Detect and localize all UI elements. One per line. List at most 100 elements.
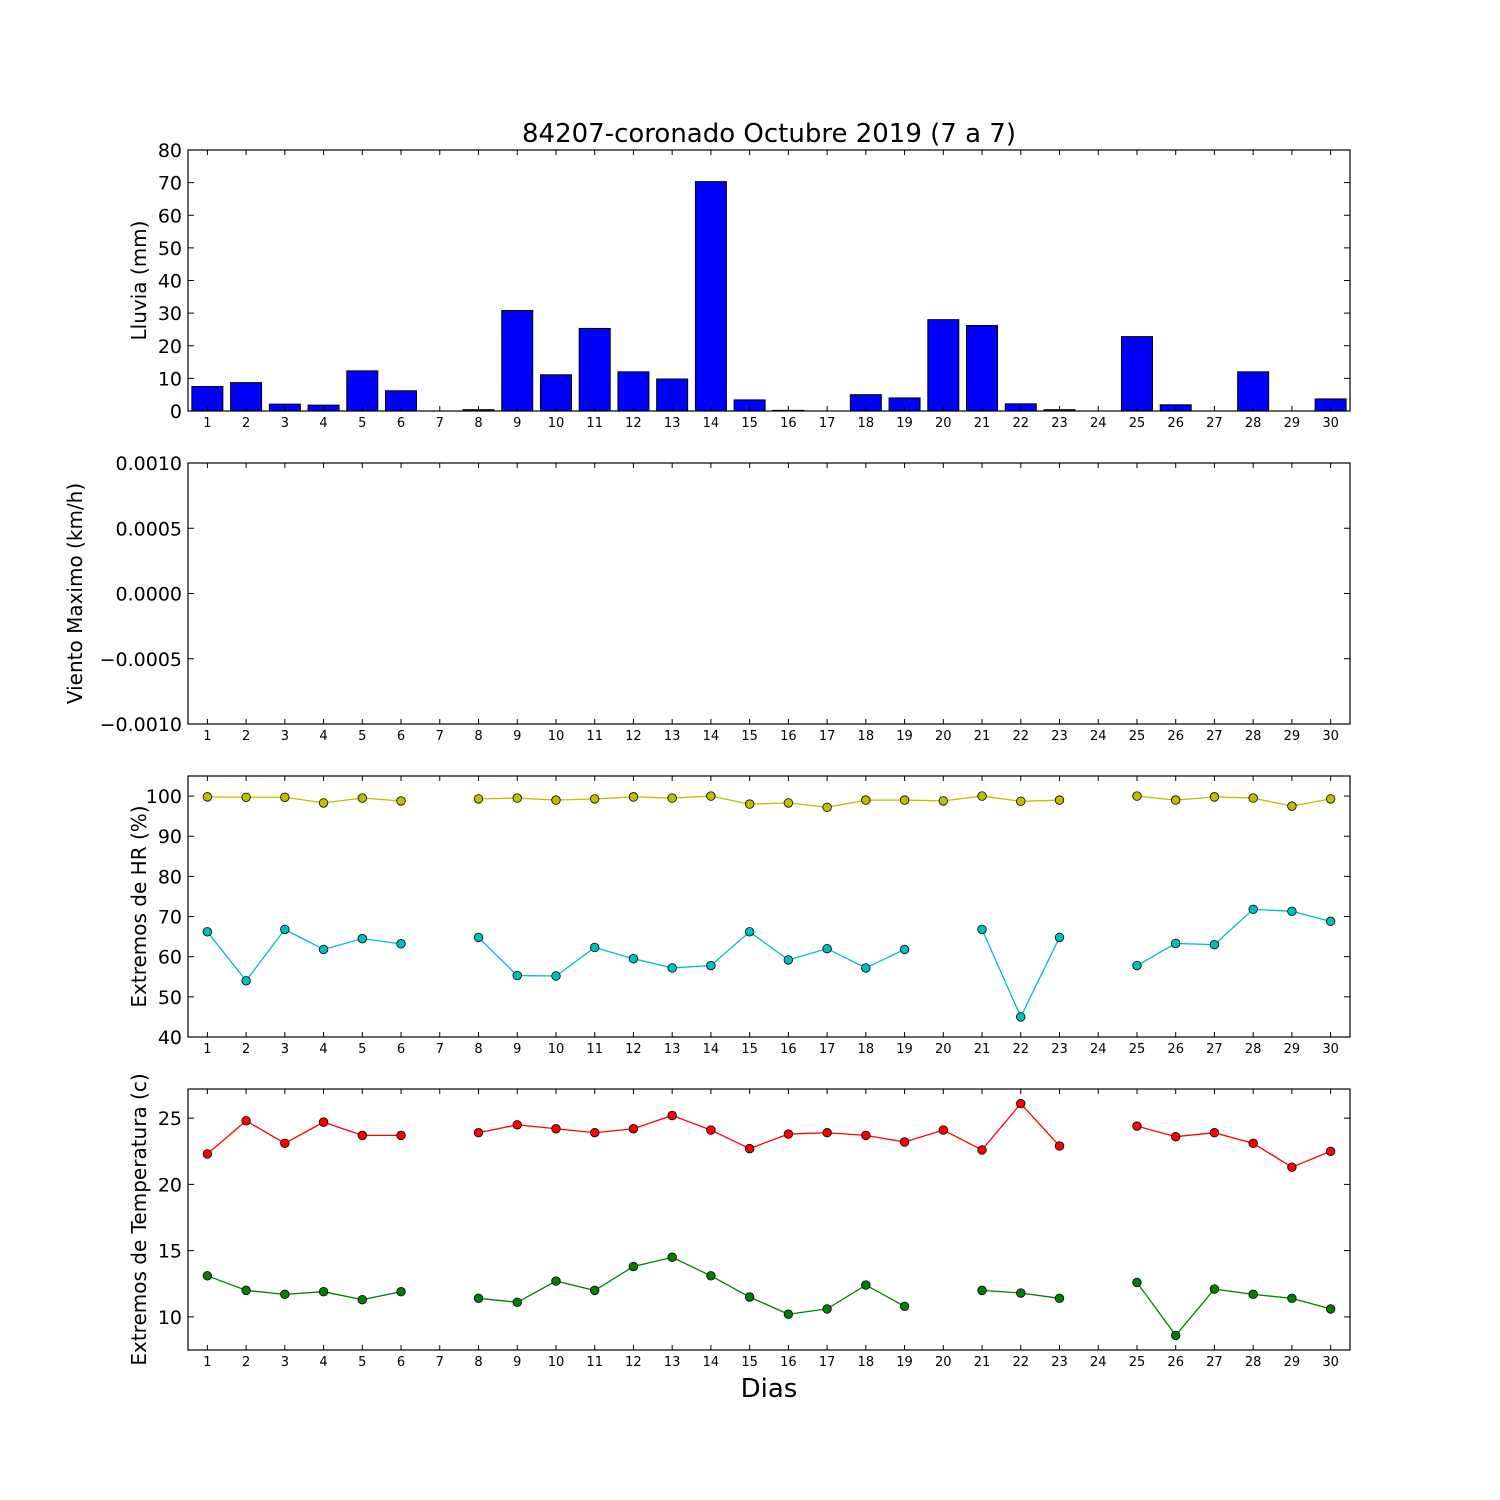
y-tick-label: 0.0010 [116,453,182,475]
data-point [1054,795,1065,805]
y-tick-label: 10 [158,1307,182,1329]
data-point [1287,801,1297,811]
data-point [357,1294,368,1305]
x-tick-label: 23 [1051,1042,1068,1057]
data-point [396,796,406,806]
x-tick-label: 14 [703,1355,720,1370]
series-line [478,1102,1060,1151]
data-point [280,1138,290,1149]
series-line [478,1256,905,1315]
data-point [1287,1293,1297,1304]
x-tick-label: 30 [1322,1042,1339,1057]
data-point [783,955,794,965]
x-tick-label: 23 [1051,1355,1068,1370]
x-tick-label: 16 [780,416,797,431]
data-point [357,793,368,803]
x-tick-label: 27 [1206,416,1223,431]
data-point [1054,1141,1065,1151]
data-point [1170,795,1181,805]
x-tick-label: 12 [625,1355,642,1370]
x-tick-label: 10 [548,1355,565,1370]
data-point [744,1292,755,1302]
x-tick-label: 8 [474,729,482,744]
series-line [206,928,402,982]
x-tick-label: 8 [474,1355,482,1370]
y-axis-label: Extremos de Temperatura (c) [127,1073,151,1365]
series-line [1136,795,1331,807]
series-line [478,930,905,977]
data-point [1016,1012,1026,1022]
x-tick-label: 19 [896,1355,913,1370]
data-point [628,954,639,964]
x-tick-label: 13 [664,1042,681,1057]
x-tick-label: 27 [1206,729,1223,744]
data-point [280,1289,290,1300]
data-point [241,976,251,986]
data-point [1016,796,1026,807]
bar [966,325,999,412]
series-1 [202,791,1336,813]
data-point [628,792,639,802]
data-point [861,795,871,805]
x-tick-label: 1 [203,416,211,431]
data-point [1248,793,1258,803]
bar [694,181,727,412]
data-point [357,1130,368,1141]
data-point [512,1297,522,1308]
x-tick-label: 13 [664,1355,681,1370]
x-tick-label: 3 [281,1355,289,1370]
data-point [551,971,561,981]
x-tick-label: 3 [281,729,289,744]
data-point [551,1124,561,1134]
y-axis-label: Lluvia (mm) [127,221,151,341]
y-tick-label: 20 [158,336,182,358]
data-point [667,1252,677,1262]
x-tick-label: 25 [1129,729,1146,744]
data-point [241,1116,251,1126]
y-tick-label: 80 [158,140,182,162]
data-point [357,933,368,944]
data-point [318,1287,329,1297]
data-point [1016,1098,1026,1109]
x-tick-label: 28 [1245,1355,1262,1370]
x-tick-label: 15 [741,1355,758,1370]
data-point [1325,916,1336,927]
plot-frame [187,462,1351,725]
x-tick-label: 26 [1167,1355,1184,1370]
data-point [1170,1131,1181,1142]
x-tick-label: 19 [896,416,913,431]
data-point [628,1124,639,1134]
y-tick-label: 40 [158,271,182,293]
data-point [1209,1128,1220,1138]
x-tick-label: 24 [1090,416,1107,431]
y-tick-label: 50 [158,238,182,260]
x-tick-label: 17 [819,1042,836,1057]
series-line [207,796,402,804]
data-point [512,1120,522,1130]
data-point [1132,1277,1142,1288]
x-tick-label: 9 [513,1042,521,1057]
data-point [318,798,329,808]
data-point [590,942,600,953]
y-tick-label: 0.0000 [116,584,182,606]
data-point [822,1304,832,1314]
data-point [861,1280,871,1290]
data-point [899,795,910,805]
plot-frame [187,1088,1351,1351]
data-point [202,1271,213,1281]
y-axis-label: Viento Maximo (km/h) [63,483,87,704]
data-point [706,1125,716,1135]
x-tick-label: 6 [397,1355,405,1370]
x-tick-label: 14 [703,416,720,431]
y-tick-label: 90 [158,826,182,848]
x-tick-label: 23 [1051,416,1068,431]
x-tick-label: 20 [935,416,952,431]
y-tick-label: 50 [158,987,182,1009]
data-point [1287,1162,1297,1172]
data-point [1054,932,1065,943]
x-tick-label: 12 [625,729,642,744]
x-tick-label: 1 [203,729,211,744]
